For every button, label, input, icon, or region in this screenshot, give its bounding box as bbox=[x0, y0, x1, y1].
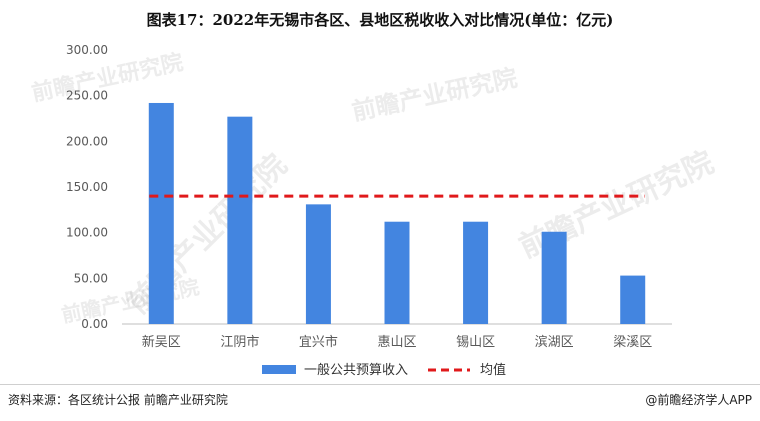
credit-note: @前瞻经济学人APP bbox=[645, 393, 752, 407]
x-tick-label: 江阴市 bbox=[220, 334, 259, 350]
y-tick-label: 150.00 bbox=[66, 180, 108, 194]
x-tick-label: 梁溪区 bbox=[613, 335, 652, 350]
bar bbox=[148, 102, 174, 325]
x-tick-label: 惠山区 bbox=[377, 335, 416, 350]
legend-label-bar: 一般公共预算收入 bbox=[304, 362, 408, 378]
y-tick-label: 100.00 bbox=[66, 226, 108, 240]
bar bbox=[305, 204, 331, 324]
legend-swatch-bar bbox=[262, 365, 296, 374]
x-tick-label: 新吴区 bbox=[142, 334, 181, 350]
x-tick-label: 宜兴市 bbox=[299, 334, 338, 350]
y-tick-label: 250.00 bbox=[66, 89, 108, 103]
x-tick-label: 滨湖区 bbox=[535, 334, 574, 350]
y-tick-label: 0.00 bbox=[81, 317, 108, 331]
y-tick-label: 200.00 bbox=[66, 134, 108, 148]
y-tick-label: 300.00 bbox=[66, 43, 108, 57]
bar bbox=[541, 231, 567, 324]
footer-divider bbox=[0, 384, 760, 385]
y-tick-label: 50.00 bbox=[74, 271, 108, 285]
bar bbox=[227, 116, 253, 324]
source-note: 资料来源：各区统计公报 前瞻产业研究院 bbox=[8, 393, 228, 407]
bar bbox=[620, 275, 646, 324]
bar bbox=[384, 221, 410, 324]
legend-label-mean: 均值 bbox=[480, 362, 506, 378]
bar bbox=[463, 221, 489, 324]
x-tick-label: 锡山区 bbox=[456, 335, 495, 350]
bar-chart: 0.00 50.00 100.00 150.00 200.00 250.00 300.00 新… bbox=[66, 43, 672, 378]
chart-title: 图表17：2022年无锡市各区、县地区税收收入对比情况(单位：亿元) bbox=[146, 11, 614, 29]
